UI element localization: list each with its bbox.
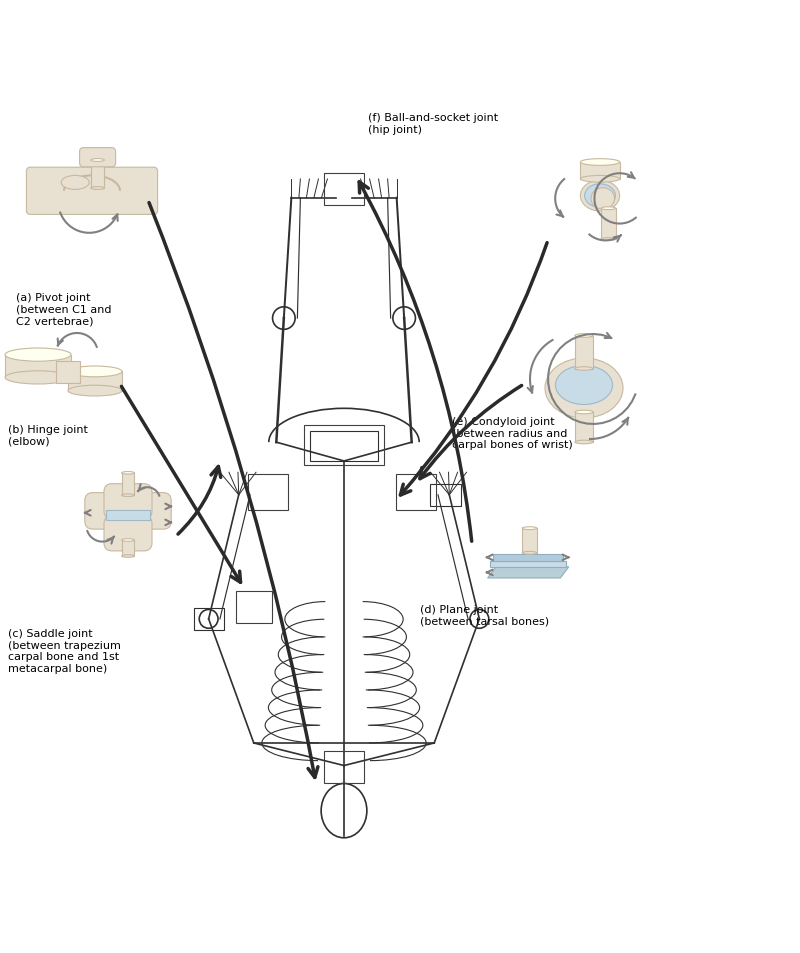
Bar <box>324 751 364 783</box>
Ellipse shape <box>545 358 623 418</box>
Ellipse shape <box>601 238 616 241</box>
Ellipse shape <box>555 366 613 405</box>
Bar <box>304 425 384 465</box>
Bar <box>5 355 71 378</box>
Ellipse shape <box>581 181 620 212</box>
Ellipse shape <box>122 556 134 558</box>
Ellipse shape <box>61 176 90 191</box>
FancyBboxPatch shape <box>85 493 130 530</box>
Bar <box>601 209 616 240</box>
Bar <box>194 608 224 631</box>
Text: (d) Plane joint
(between tarsal bones): (d) Plane joint (between tarsal bones) <box>420 604 549 626</box>
Text: (c) Saddle joint
(between trapezium
carpal bone and 1st
metacarpal bone): (c) Saddle joint (between trapezium carp… <box>8 628 121 673</box>
Bar <box>581 163 620 179</box>
Ellipse shape <box>522 552 537 555</box>
Bar <box>122 474 134 496</box>
Ellipse shape <box>575 367 593 371</box>
Bar <box>248 475 288 510</box>
Bar <box>522 529 537 554</box>
Polygon shape <box>493 555 563 561</box>
Ellipse shape <box>122 495 134 497</box>
Ellipse shape <box>91 188 104 191</box>
Ellipse shape <box>591 189 614 210</box>
Text: (a) Pivot joint
(between C1 and
C2 vertebrae): (a) Pivot joint (between C1 and C2 verte… <box>16 293 111 326</box>
Ellipse shape <box>575 440 593 444</box>
Ellipse shape <box>585 185 615 208</box>
Ellipse shape <box>122 539 134 541</box>
Ellipse shape <box>581 176 620 183</box>
Ellipse shape <box>68 367 122 377</box>
Ellipse shape <box>522 527 537 530</box>
FancyBboxPatch shape <box>104 484 152 519</box>
Bar <box>122 540 134 557</box>
Ellipse shape <box>122 472 134 475</box>
Ellipse shape <box>5 372 71 385</box>
Polygon shape <box>488 567 569 578</box>
Ellipse shape <box>57 366 79 379</box>
Bar <box>236 591 272 623</box>
Ellipse shape <box>581 159 620 166</box>
FancyBboxPatch shape <box>26 168 158 215</box>
Ellipse shape <box>575 335 593 338</box>
Bar <box>575 336 593 369</box>
Text: (f) Ball-and-socket joint
(hip joint): (f) Ball-and-socket joint (hip joint) <box>368 112 498 134</box>
Text: (b) Hinge joint
(elbow): (b) Hinge joint (elbow) <box>8 424 88 446</box>
Ellipse shape <box>91 159 104 162</box>
Polygon shape <box>490 561 566 567</box>
Bar <box>324 174 364 206</box>
FancyBboxPatch shape <box>104 517 152 551</box>
Bar <box>310 432 378 461</box>
Bar <box>68 372 122 391</box>
Bar <box>91 161 104 189</box>
Ellipse shape <box>601 208 616 211</box>
Bar <box>56 362 80 383</box>
Polygon shape <box>106 510 150 520</box>
FancyBboxPatch shape <box>80 149 116 168</box>
FancyBboxPatch shape <box>126 493 171 530</box>
Ellipse shape <box>5 349 71 362</box>
Ellipse shape <box>575 411 593 415</box>
Text: (e) Condyloid joint
(between radius and
carpal bones of wrist): (e) Condyloid joint (between radius and … <box>452 416 573 450</box>
Ellipse shape <box>68 386 122 396</box>
Bar <box>575 413 593 442</box>
Bar <box>430 484 461 507</box>
Bar <box>396 475 436 510</box>
